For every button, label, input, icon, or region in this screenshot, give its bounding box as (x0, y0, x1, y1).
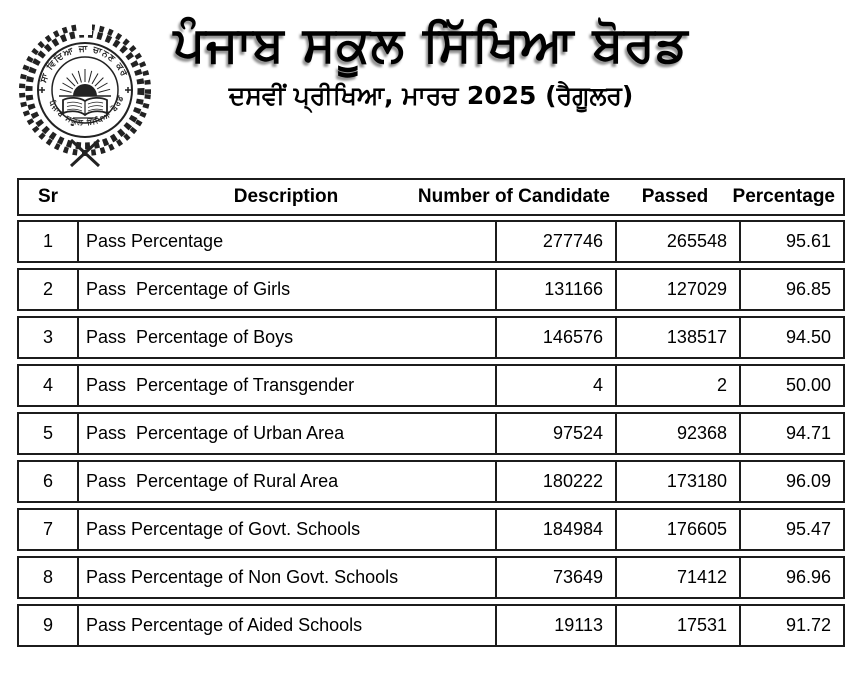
cell-sr: 7 (42, 519, 53, 539)
wreath-inner-leaves (25, 30, 145, 150)
cell-percentage: 95.61 (739, 222, 843, 261)
cell-percentage: 96.96 (739, 558, 843, 597)
masthead: ਪੰਜਾਬ ਸਕੂਲ ਸਿੱਖਿਆ ਬੋਰਡ ਦਸਵੀਂ ਪ੍ਰੀਖਿਆ, ਮਾ… (17, 14, 845, 111)
table-row: 5 Pass Percentage of Urban Area 97524 92… (17, 412, 845, 455)
rising-sun-icon (73, 84, 97, 96)
cell-passed: 17531 (615, 606, 739, 645)
results-table: Sr Description Number of Candidate Passe… (17, 178, 845, 647)
cell-description: Pass Percentage (77, 222, 495, 261)
left-plus-mark-icon (39, 87, 45, 93)
cell-passed: 71412 (615, 558, 739, 597)
cell-candidates: 97524 (495, 414, 615, 453)
cell-passed: 92368 (615, 414, 739, 453)
cell-sr: 2 (42, 279, 53, 299)
cell-description: Pass Percentage of Rural Area (77, 462, 495, 501)
cell-sr: 6 (42, 471, 53, 491)
cell-passed: 265548 (615, 222, 739, 261)
cell-sr: 4 (42, 375, 53, 395)
cell-passed: 127029 (615, 270, 739, 309)
cell-percentage: 95.47 (739, 510, 843, 549)
cell-passed: 2 (615, 366, 739, 405)
cell-candidates: 184984 (495, 510, 615, 549)
cell-candidates: 131166 (495, 270, 615, 309)
table-row: 3 Pass Percentage of Boys 146576 138517 … (17, 316, 845, 359)
cell-passed: 173180 (615, 462, 739, 501)
page-title: ਪੰਜਾਬ ਸਕੂਲ ਸਿੱਖਿਆ ਬੋਰਡ (173, 16, 689, 73)
table-row: 8 Pass Percentage of Non Govt. Schools 7… (17, 556, 845, 599)
cell-percentage: 94.50 (739, 318, 843, 357)
cell-description: Pass Percentage of Boys (77, 318, 495, 357)
cell-description: Pass Percentage of Govt. Schools (77, 510, 495, 549)
table-row: 9 Pass Percentage of Aided Schools 19113… (17, 604, 845, 647)
cell-candidates: 180222 (495, 462, 615, 501)
cell-sr: 3 (42, 327, 53, 347)
cell-description: Pass Percentage of Girls (77, 270, 495, 309)
cell-percentage: 96.85 (739, 270, 843, 309)
table-row: 1 Pass Percentage 277746 265548 95.61 (17, 220, 845, 263)
cell-description: Pass Percentage of Urban Area (77, 414, 495, 453)
cell-passed: 176605 (615, 510, 739, 549)
column-header-sr: Sr (37, 186, 59, 207)
column-header-passed: Passed (641, 186, 709, 207)
table-row: 6 Pass Percentage of Rural Area 180222 1… (17, 460, 845, 503)
cell-sr: 8 (42, 567, 53, 587)
cell-candidates: 73649 (495, 558, 615, 597)
table-row: 4 Pass Percentage of Transgender 4 2 50.… (17, 364, 845, 407)
table-row: 2 Pass Percentage of Girls 131166 127029… (17, 268, 845, 311)
pseb-emblem-icon: ਸਾ ਵਿਦਿਆ ਜਾ ਚਾਨਣ ਕਰੇ ਪੰਜਾਬ ਸਕੂਲ ਸਿੱਖਿਆ ਬ… (19, 22, 151, 168)
cell-candidates: 4 (495, 366, 615, 405)
table-header-row: Sr Description Number of Candidate Passe… (17, 178, 845, 216)
cell-passed: 138517 (615, 318, 739, 357)
cell-description: Pass Percentage of Non Govt. Schools (77, 558, 495, 597)
exam-session-subtitle: ਦਸਵੀਂ ਪ੍ਰੀਖਿਆ, ਮਾਰਚ 2025 (ਰੈਗੂਲਰ) (228, 81, 634, 111)
cell-candidates: 19113 (495, 606, 615, 645)
cell-percentage: 50.00 (739, 366, 843, 405)
table-row: 7 Pass Percentage of Govt. Schools 18498… (17, 508, 845, 551)
cell-percentage: 96.09 (739, 462, 843, 501)
column-header-candidates: Number of Candidate (417, 186, 610, 207)
open-book-icon (62, 96, 108, 119)
cell-percentage: 91.72 (739, 606, 843, 645)
cell-sr: 9 (42, 615, 53, 635)
cell-sr: 5 (42, 423, 53, 443)
cell-candidates: 277746 (495, 222, 615, 261)
sun-rays-icon (59, 69, 111, 93)
column-header-description: Description (233, 186, 339, 207)
cell-percentage: 94.71 (739, 414, 843, 453)
wreath-outer-leaves (19, 24, 151, 156)
wreath-top-gap (78, 22, 92, 35)
cell-candidates: 146576 (495, 318, 615, 357)
cell-sr: 1 (42, 231, 53, 251)
cell-description: Pass Percentage of Aided Schools (77, 606, 495, 645)
right-plus-mark-icon (125, 87, 131, 93)
cell-description: Pass Percentage of Transgender (77, 366, 495, 405)
wreath-stems (69, 138, 101, 168)
column-header-percentage: Percentage (732, 186, 835, 207)
